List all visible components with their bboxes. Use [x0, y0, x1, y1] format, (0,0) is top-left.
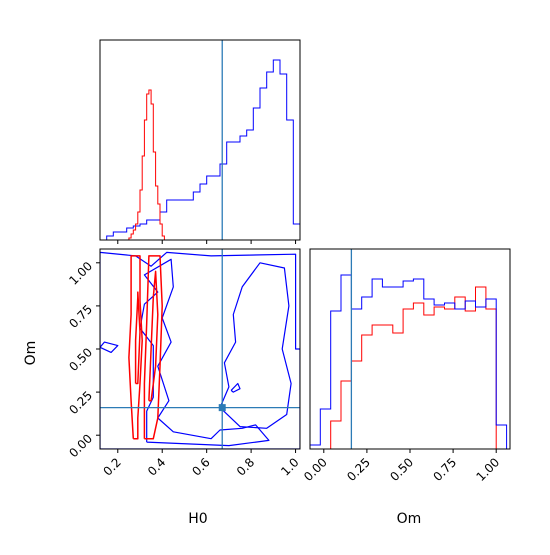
om-tick-label-y: 1.00 — [66, 259, 95, 288]
om-tick-label-y: 0.50 — [66, 345, 95, 374]
contour-red — [143, 255, 163, 440]
h0-tick-label: 0.4 — [145, 455, 168, 478]
h0-tick-label: 1.0 — [278, 455, 301, 478]
h0-tick-label: 0.6 — [189, 455, 212, 478]
om-histogram-panel: 0.00 0.25 0.50 0.75 1.00 — [301, 248, 511, 484]
om-tick-label-y: 0.25 — [66, 388, 95, 417]
truth-marker — [218, 404, 226, 412]
h0-tick-label: 0.2 — [100, 455, 123, 478]
h0-tick-label: 0.8 — [234, 455, 257, 478]
om-tick-label-x: 0.00 — [301, 455, 330, 484]
contour-blue — [219, 262, 292, 429]
om-tick-label-y: 0.00 — [66, 431, 95, 460]
h0-histogram-panel — [99, 39, 301, 244]
om-ylabel: Om — [23, 341, 39, 366]
contour-red — [134, 291, 141, 385]
h0-hist-red — [128, 89, 167, 241]
om-hist-blue — [309, 274, 508, 449]
h0-hist-blue — [100, 59, 301, 241]
om-hist-frame — [309, 248, 511, 450]
contour-group — [100, 251, 300, 449]
contour-red — [148, 270, 159, 402]
om-tick-label-x: 1.00 — [474, 455, 503, 484]
om-tick-label-y: 0.75 — [66, 302, 95, 331]
contour-blue — [100, 251, 300, 449]
h0-om-contour-panel: 0.2 0.4 0.6 0.8 1.0 0.00 0.25 0.50 0.75 1.00 — [66, 248, 302, 479]
om-tick-label-x: 0.50 — [387, 455, 416, 484]
om-hist-red — [310, 286, 497, 450]
contour-blue — [230, 382, 241, 393]
om-tick-label-x: 0.75 — [430, 455, 459, 484]
contour-blue — [100, 341, 119, 353]
h0-xlabel: H0 — [188, 511, 207, 527]
om-tick-label-x: 0.25 — [344, 455, 373, 484]
contour-blue — [139, 258, 270, 447]
contour-red — [128, 255, 143, 440]
om-xlabel: Om — [397, 511, 422, 527]
h0-hist-frame — [99, 39, 301, 241]
